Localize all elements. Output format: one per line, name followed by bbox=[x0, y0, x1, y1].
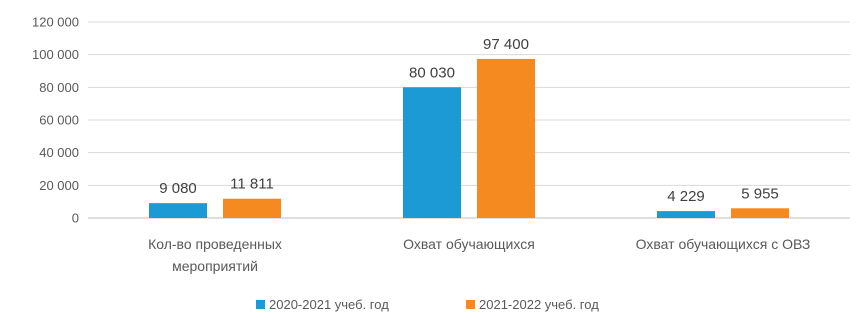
data-label: 5 955 bbox=[741, 185, 779, 202]
bar-series-1-cat-1 bbox=[149, 203, 207, 218]
y-tick-label: 120 000 bbox=[32, 15, 79, 30]
data-label: 9 080 bbox=[159, 180, 197, 197]
legend: 2020-2021 учеб. год 2021-2022 учеб. год bbox=[256, 297, 599, 312]
y-axis-ticks: 0 20 000 40 000 60 000 80 000 100 000 120 000 bbox=[32, 15, 79, 226]
bars bbox=[149, 58, 789, 219]
legend-swatch bbox=[466, 300, 475, 309]
bar-series-2-cat-1 bbox=[223, 198, 281, 218]
legend-label: 2021-2022 учеб. год bbox=[479, 297, 599, 312]
bar-series-1-cat-2 bbox=[403, 87, 461, 218]
y-tick-label: 80 000 bbox=[39, 80, 79, 95]
legend-label: 2020-2021 учеб. год bbox=[269, 297, 389, 312]
data-labels: 9 080 11 811 80 030 97 400 4 229 5 955 bbox=[159, 36, 779, 205]
bar-series-1-cat-3 bbox=[657, 211, 715, 218]
x-axis-categories: Кол-во проведенных мероприятий Охват обуча… bbox=[148, 236, 810, 274]
y-tick-label: 0 bbox=[72, 211, 79, 226]
bar-series-2-cat-2 bbox=[477, 58, 535, 219]
legend-swatch bbox=[256, 300, 265, 309]
data-label: 11 811 bbox=[230, 176, 274, 193]
data-label: 4 229 bbox=[667, 188, 705, 205]
y-tick-label: 20 000 bbox=[39, 178, 79, 193]
data-label: 80 030 bbox=[409, 64, 455, 81]
y-tick-label: 100 000 bbox=[32, 47, 79, 62]
gridlines bbox=[88, 21, 850, 219]
y-tick-label: 60 000 bbox=[39, 113, 79, 128]
category-label: Охват обучающихся bbox=[403, 236, 535, 252]
y-tick-label: 40 000 bbox=[39, 145, 79, 160]
category-label: мероприятий bbox=[172, 258, 258, 274]
bar-series-2-cat-3 bbox=[731, 208, 789, 218]
category-label: Кол-во проведенных bbox=[148, 236, 282, 252]
category-label: Охват обучающихся с ОВЗ bbox=[636, 236, 811, 252]
data-label: 97 400 bbox=[483, 36, 529, 53]
